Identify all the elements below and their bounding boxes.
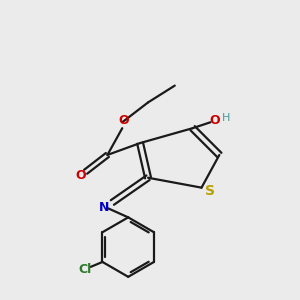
Text: O: O	[209, 114, 220, 127]
Text: Cl: Cl	[78, 263, 91, 276]
Text: H: H	[222, 113, 230, 123]
Text: O: O	[75, 169, 86, 182]
Text: O: O	[118, 114, 129, 127]
Text: S: S	[206, 184, 215, 198]
Text: N: N	[99, 201, 110, 214]
